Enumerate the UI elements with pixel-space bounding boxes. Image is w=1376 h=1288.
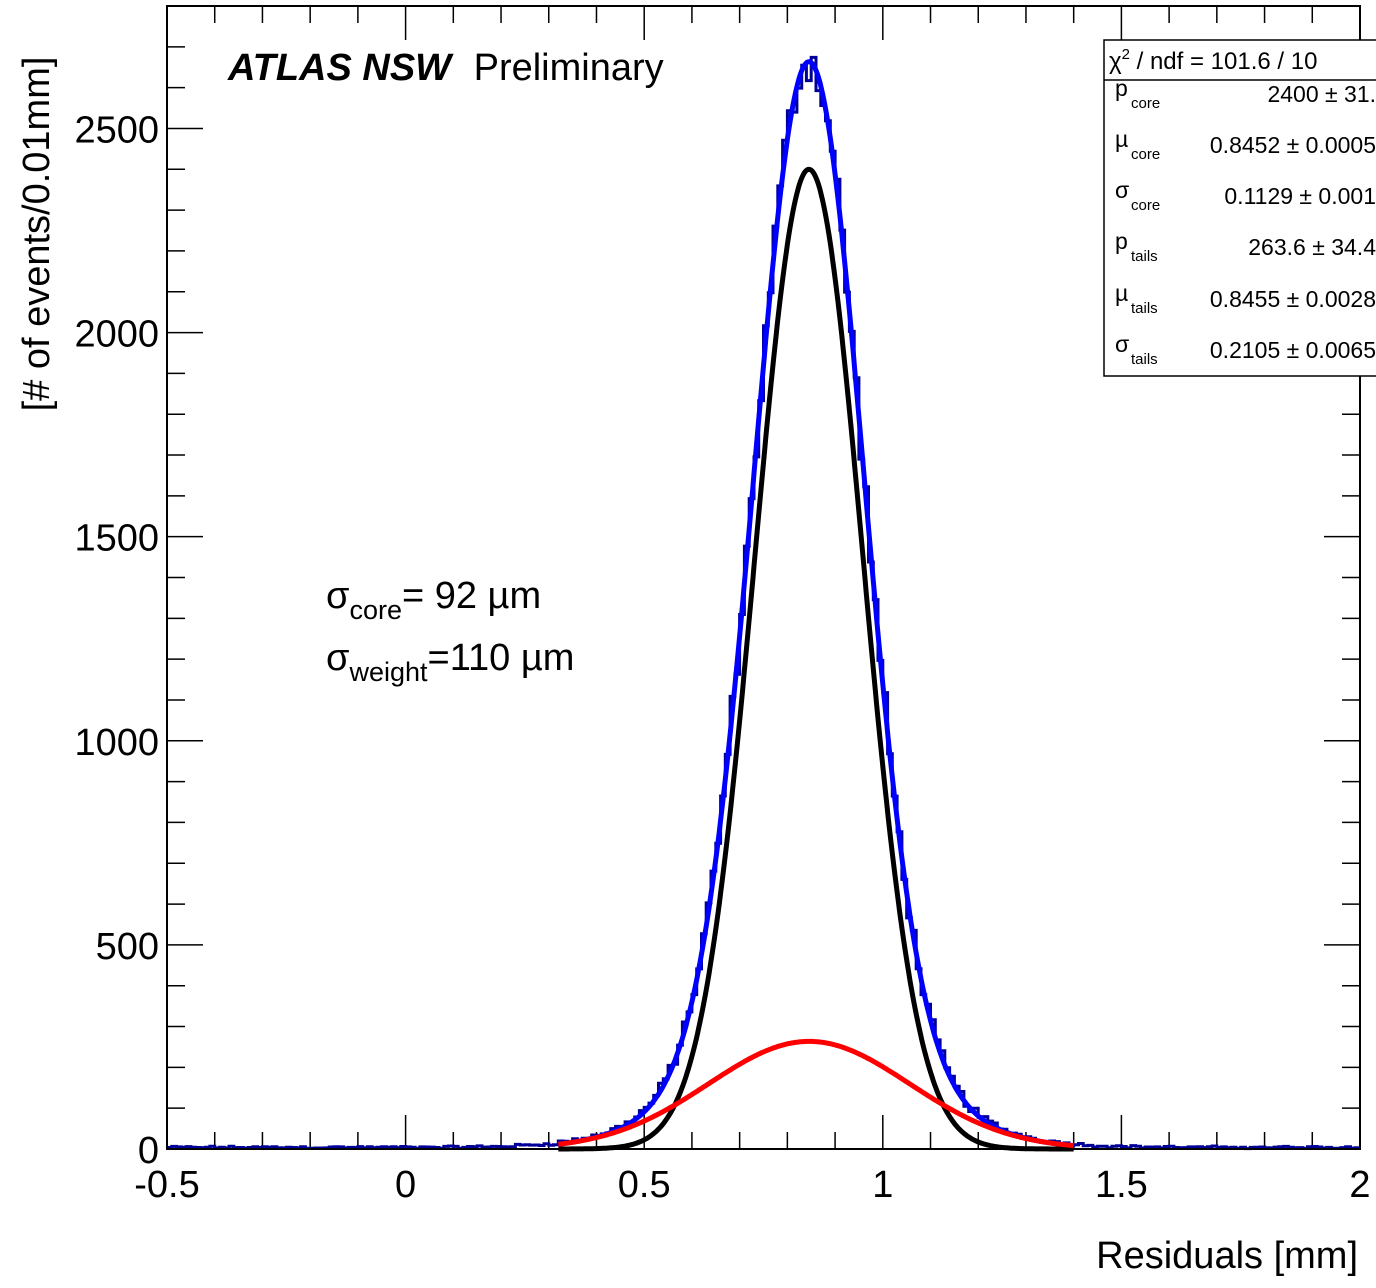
x-tick-label: 1.5 xyxy=(1095,1164,1148,1206)
stats-param-subscript: core xyxy=(1131,146,1160,163)
stats-param-subscript: tails xyxy=(1131,248,1158,265)
sigma-core-annotation: σcore= 92 µm xyxy=(326,575,541,625)
stats-param-subscript: core xyxy=(1131,197,1160,214)
y-axis-label: [# of events/0.01mm] xyxy=(16,57,58,412)
y-tick-label: 2000 xyxy=(74,314,159,356)
stats-param-value: 0.2105 ± 0.0065 xyxy=(1210,337,1376,363)
y-tick-label: 1000 xyxy=(74,722,159,764)
stats-param-subscript: tails xyxy=(1131,300,1158,317)
stats-param-value: 0.8455 ± 0.0028 xyxy=(1210,286,1376,312)
x-tick-label: 0 xyxy=(395,1164,416,1206)
stats-param-symbol: µ xyxy=(1115,126,1128,152)
title-experiment: ATLAS NSW xyxy=(227,47,454,89)
stats-param-value: 0.8452 ± 0.0005 xyxy=(1210,132,1376,158)
x-tick-label: 0.5 xyxy=(618,1164,671,1206)
title-status: Preliminary xyxy=(474,47,664,89)
tails-gaussian-curve xyxy=(558,1038,1075,1149)
stats-param-symbol: σ xyxy=(1115,331,1129,357)
plot-curves xyxy=(167,55,1360,1152)
stats-param-subscript: tails xyxy=(1131,351,1158,368)
sigma-weight-annotation: σweight=110 µm xyxy=(326,637,574,687)
stats-param-value: 263.6 ± 34.4 xyxy=(1248,234,1376,260)
sigma-annotation: σcore= 92 µm σweight=110 µm xyxy=(326,575,574,687)
stats-param-symbol: p xyxy=(1115,75,1128,101)
y-tick-label: 1500 xyxy=(74,518,159,560)
y-tick-label: 2500 xyxy=(74,109,159,151)
stats-param-value: 0.1129 ± 0.001 xyxy=(1224,183,1376,209)
x-tick-label: -0.5 xyxy=(134,1164,199,1206)
y-tick-label: 500 xyxy=(96,926,159,968)
stats-param-symbol: p xyxy=(1115,228,1128,254)
core-gaussian-curve xyxy=(558,166,1074,1152)
stats-param-value: 2400 ± 31. xyxy=(1267,81,1376,107)
stats-param-symbol: µ xyxy=(1115,280,1128,306)
x-tick-labels: -0.5 0 0.5 1 1.5 2 xyxy=(134,1164,1370,1206)
total-fit-curve xyxy=(558,59,1074,1149)
y-tick-labels: 0 500 1000 1500 2000 2500 xyxy=(74,109,159,1172)
x-tick-label: 2 xyxy=(1349,1164,1370,1206)
data-histogram xyxy=(167,55,1360,1151)
x-tick-label: 1 xyxy=(872,1164,893,1206)
stats-param-subscript: core xyxy=(1131,95,1160,112)
stats-chi2-ndf: χ2 / ndf = 101.6 / 10 xyxy=(1109,46,1317,75)
stats-param-symbol: σ xyxy=(1115,177,1129,203)
x-axis-label: Residuals [mm] xyxy=(1096,1235,1358,1277)
y-tick-label: 0 xyxy=(138,1130,159,1172)
plot-frame xyxy=(166,5,1361,1150)
chart-title: ATLAS NSW Preliminary xyxy=(227,47,664,89)
stats-box-frame xyxy=(1103,39,1376,377)
